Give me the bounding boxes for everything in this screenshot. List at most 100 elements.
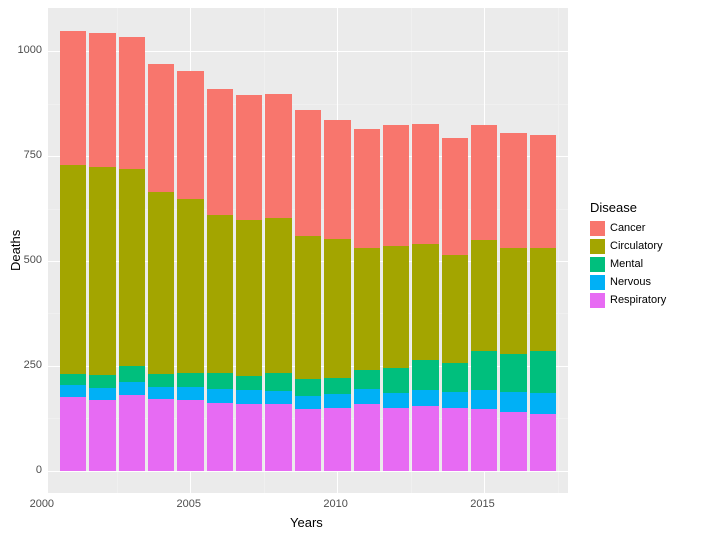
bar-segment xyxy=(295,409,321,471)
bar-segment xyxy=(530,248,556,351)
y-axis-title: Deaths xyxy=(8,229,23,270)
bar-segment xyxy=(207,373,233,389)
bar-segment xyxy=(324,378,350,394)
x-tick-label: 2015 xyxy=(470,498,494,510)
bar-segment xyxy=(442,255,468,363)
bar-segment xyxy=(324,408,350,471)
legend-label: Mental xyxy=(610,258,643,270)
x-tick-label: 2000 xyxy=(30,498,54,510)
bar-segment xyxy=(354,248,380,370)
chart-container: Years Deaths Disease CancerCirculatoryMe… xyxy=(0,0,717,537)
bar-segment xyxy=(295,379,321,396)
bar-segment xyxy=(207,89,233,215)
bar-segment xyxy=(60,385,86,398)
x-axis-title: Years xyxy=(290,515,323,530)
bar-segment xyxy=(148,192,174,375)
bar-segment xyxy=(412,124,438,244)
bar-segment xyxy=(148,64,174,192)
bar-segment xyxy=(236,95,262,220)
bar-segment xyxy=(89,388,115,401)
bar-segment xyxy=(354,129,380,249)
bar-segment xyxy=(60,374,86,384)
bar-segment xyxy=(148,387,174,400)
bar-segment xyxy=(207,215,233,374)
legend-swatch xyxy=(590,293,605,308)
bar-segment xyxy=(119,169,145,366)
legend-item: Respiratory xyxy=(590,291,666,309)
bar-segment xyxy=(354,404,380,471)
bar-segment xyxy=(471,125,497,240)
y-tick-label: 250 xyxy=(24,359,42,371)
bar-segment xyxy=(89,33,115,167)
bar-segment xyxy=(324,120,350,240)
legend-item: Nervous xyxy=(590,273,666,291)
bar-segment xyxy=(500,412,526,471)
gridline-minor-v xyxy=(558,8,559,493)
gridline-major-v xyxy=(44,8,45,493)
bar-segment xyxy=(500,354,526,392)
bar-segment xyxy=(354,370,380,389)
bar-segment xyxy=(60,165,86,374)
bar-segment xyxy=(354,389,380,404)
bar-segment xyxy=(207,403,233,471)
bar-segment xyxy=(530,135,556,248)
bar-segment xyxy=(177,373,203,386)
bar-segment xyxy=(324,239,350,378)
bar-segment xyxy=(383,393,409,408)
y-tick-label: 500 xyxy=(24,254,42,266)
x-tick-label: 2005 xyxy=(176,498,200,510)
plot-area xyxy=(48,8,568,493)
bar-segment xyxy=(89,167,115,375)
legend-label: Cancer xyxy=(610,222,645,234)
bar-segment xyxy=(89,400,115,470)
bar-segment xyxy=(442,408,468,471)
legend-label: Nervous xyxy=(610,276,651,288)
legend-item: Mental xyxy=(590,255,666,273)
bar-segment xyxy=(383,408,409,471)
bar-segment xyxy=(383,125,409,247)
bar-segment xyxy=(236,390,262,403)
bar-segment xyxy=(530,393,556,414)
bar-segment xyxy=(412,406,438,471)
bar-segment xyxy=(500,248,526,354)
bar-segment xyxy=(119,37,145,169)
bar-segment xyxy=(148,399,174,470)
bar-segment xyxy=(471,390,497,409)
legend: Disease CancerCirculatoryMentalNervousRe… xyxy=(590,200,666,309)
bar-segment xyxy=(295,396,321,409)
bar-segment xyxy=(500,133,526,248)
bar-segment xyxy=(265,391,291,404)
bar-segment xyxy=(324,394,350,407)
y-tick-label: 750 xyxy=(24,149,42,161)
legend-swatch xyxy=(590,221,605,236)
y-tick-label: 0 xyxy=(36,464,42,476)
bar-segment xyxy=(265,373,291,391)
bar-segment xyxy=(471,351,497,390)
x-tick-label: 2010 xyxy=(323,498,347,510)
legend-swatch xyxy=(590,257,605,272)
bar-segment xyxy=(442,138,468,255)
bar-segment xyxy=(530,414,556,471)
bar-segment xyxy=(119,366,145,382)
bar-segment xyxy=(265,218,291,373)
bar-segment xyxy=(60,397,86,470)
legend-title: Disease xyxy=(590,200,666,215)
bar-segment xyxy=(383,368,409,393)
bar-segment xyxy=(207,389,233,402)
legend-label: Respiratory xyxy=(610,294,666,306)
bar-segment xyxy=(471,240,497,351)
bar-segment xyxy=(89,375,115,388)
bar-segment xyxy=(119,395,145,471)
legend-swatch xyxy=(590,239,605,254)
plot-background xyxy=(48,8,568,493)
bar-segment xyxy=(119,382,145,395)
bar-segment xyxy=(177,400,203,470)
bar-segment xyxy=(383,246,409,368)
bar-segment xyxy=(177,71,203,199)
y-tick-label: 1000 xyxy=(18,44,42,56)
bar-segment xyxy=(530,351,556,393)
legend-item: Cancer xyxy=(590,219,666,237)
bar-segment xyxy=(412,390,438,406)
bar-segment xyxy=(412,360,438,389)
bar-segment xyxy=(236,376,262,391)
